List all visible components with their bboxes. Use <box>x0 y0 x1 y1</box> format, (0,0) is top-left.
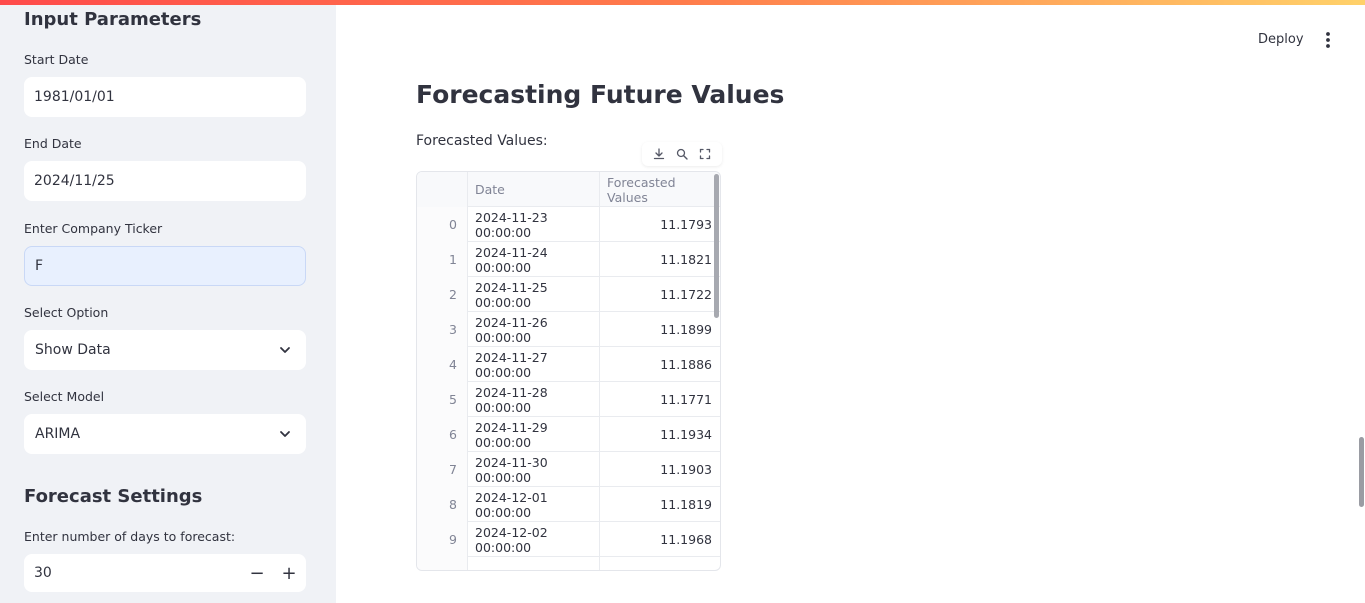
table-row[interactable]: 8 2024-12-01 00:00:00 11.1819 <box>417 487 720 522</box>
model-select[interactable]: ARIMA <box>24 414 306 454</box>
start-date-input[interactable]: 1981/01/01 <box>24 77 306 117</box>
table-scrollbar[interactable] <box>714 174 719 318</box>
table-row[interactable]: 9 2024-12-02 00:00:00 11.1968 <box>417 522 720 557</box>
row-value[interactable]: 11.1722 <box>660 287 712 302</box>
end-date-label: End Date <box>24 136 82 151</box>
row-date[interactable]: 2024-11-26 00:00:00 <box>468 312 600 347</box>
ticker-value: F <box>35 258 44 274</box>
row-index[interactable]: 5 <box>417 382 468 417</box>
start-date-label: Start Date <box>24 52 89 67</box>
chevron-down-icon <box>280 347 290 353</box>
index-column-header <box>417 172 468 207</box>
forecast-column-header[interactable]: Forecasted Values <box>607 174 676 205</box>
row-date <box>468 557 600 570</box>
row-date[interactable]: 2024-12-02 00:00:00 <box>468 522 600 557</box>
chevron-down-icon <box>280 431 290 437</box>
table-row[interactable]: 2 2024-11-25 00:00:00 11.1722 <box>417 277 720 312</box>
row-value[interactable]: 11.1903 <box>660 462 712 477</box>
days-label: Enter number of days to forecast: <box>24 529 236 544</box>
start-date-value: 1981/01/01 <box>34 89 115 105</box>
row-value[interactable]: 11.1819 <box>660 497 712 512</box>
fullscreen-icon[interactable] <box>696 145 714 163</box>
table-row[interactable]: 6 2024-11-29 00:00:00 11.1934 <box>417 417 720 452</box>
sidebar: Input Parameters Start Date 1981/01/01 E… <box>0 0 336 603</box>
plus-icon: + <box>281 562 297 584</box>
days-value: 30 <box>34 565 52 581</box>
row-index[interactable]: 1 <box>417 242 468 277</box>
date-column-header[interactable]: Date <box>468 172 600 207</box>
table-header-row: Date Forecasted Values <box>417 172 720 207</box>
table-row[interactable]: 0 2024-11-23 00:00:00 11.1793 <box>417 207 720 242</box>
ticker-input[interactable]: F <box>24 246 306 286</box>
page-title: Forecasting Future Values <box>416 80 785 109</box>
model-value: ARIMA <box>35 426 81 442</box>
row-index[interactable]: 0 <box>417 207 468 242</box>
end-date-input[interactable]: 2024/11/25 <box>24 161 306 201</box>
page-scrollbar[interactable] <box>1359 437 1364 507</box>
row-index[interactable]: 8 <box>417 487 468 522</box>
forecast-table[interactable]: Date Forecasted Values 0 2024-11-23 00:00… <box>416 171 721 571</box>
row-value[interactable]: 11.1934 <box>660 427 712 442</box>
row-index[interactable]: 9 <box>417 522 468 557</box>
row-date[interactable]: 2024-12-01 00:00:00 <box>468 487 600 522</box>
row-date[interactable]: 2024-11-27 00:00:00 <box>468 347 600 382</box>
vertical-ellipsis-icon[interactable] <box>1318 30 1338 50</box>
row-index <box>417 557 468 570</box>
top-decoration-bar <box>0 0 1365 5</box>
row-date[interactable]: 2024-11-25 00:00:00 <box>468 277 600 312</box>
table-row[interactable]: 4 2024-11-27 00:00:00 11.1886 <box>417 347 720 382</box>
table-row[interactable]: 3 2024-11-26 00:00:00 11.1899 <box>417 312 720 347</box>
ticker-label: Enter Company Ticker <box>24 221 163 236</box>
row-date[interactable]: 2024-11-24 00:00:00 <box>468 242 600 277</box>
option-value: Show Data <box>35 342 111 358</box>
forecast-settings-title: Forecast Settings <box>24 486 203 507</box>
table-row[interactable]: 5 2024-11-28 00:00:00 11.1771 <box>417 382 720 417</box>
row-index[interactable]: 2 <box>417 277 468 312</box>
forecasted-values-label: Forecasted Values: <box>416 133 548 149</box>
days-stepper[interactable]: 30 − + <box>24 554 306 592</box>
option-label: Select Option <box>24 305 109 320</box>
row-value[interactable]: 11.1793 <box>660 217 712 232</box>
sidebar-title: Input Parameters <box>24 9 202 30</box>
row-value[interactable]: 11.1899 <box>660 322 712 337</box>
row-value[interactable]: 11.1771 <box>660 392 712 407</box>
row-value <box>600 557 720 570</box>
row-index[interactable]: 6 <box>417 417 468 452</box>
row-value[interactable]: 11.1968 <box>660 532 712 547</box>
row-index[interactable]: 7 <box>417 452 468 487</box>
row-value[interactable]: 11.1886 <box>660 357 712 372</box>
model-label: Select Model <box>24 389 105 404</box>
end-date-value: 2024/11/25 <box>34 173 115 189</box>
row-date[interactable]: 2024-11-30 00:00:00 <box>468 452 600 487</box>
decrement-button[interactable]: − <box>242 554 272 592</box>
dataframe-toolbar <box>642 142 722 166</box>
row-date[interactable]: 2024-11-29 00:00:00 <box>468 417 600 452</box>
row-value[interactable]: 11.1821 <box>660 252 712 267</box>
table-row[interactable]: 1 2024-11-24 00:00:00 11.1821 <box>417 242 720 277</box>
table-row-partial <box>417 557 720 570</box>
row-date[interactable]: 2024-11-28 00:00:00 <box>468 382 600 417</box>
minus-icon: − <box>249 562 265 584</box>
table-row[interactable]: 7 2024-11-30 00:00:00 11.1903 <box>417 452 720 487</box>
row-index[interactable]: 4 <box>417 347 468 382</box>
deploy-button[interactable]: Deploy <box>1258 32 1304 47</box>
search-icon[interactable] <box>673 145 691 163</box>
increment-button[interactable]: + <box>274 554 304 592</box>
row-date[interactable]: 2024-11-23 00:00:00 <box>468 207 600 242</box>
row-index[interactable]: 3 <box>417 312 468 347</box>
download-icon[interactable] <box>650 145 668 163</box>
option-select[interactable]: Show Data <box>24 330 306 370</box>
